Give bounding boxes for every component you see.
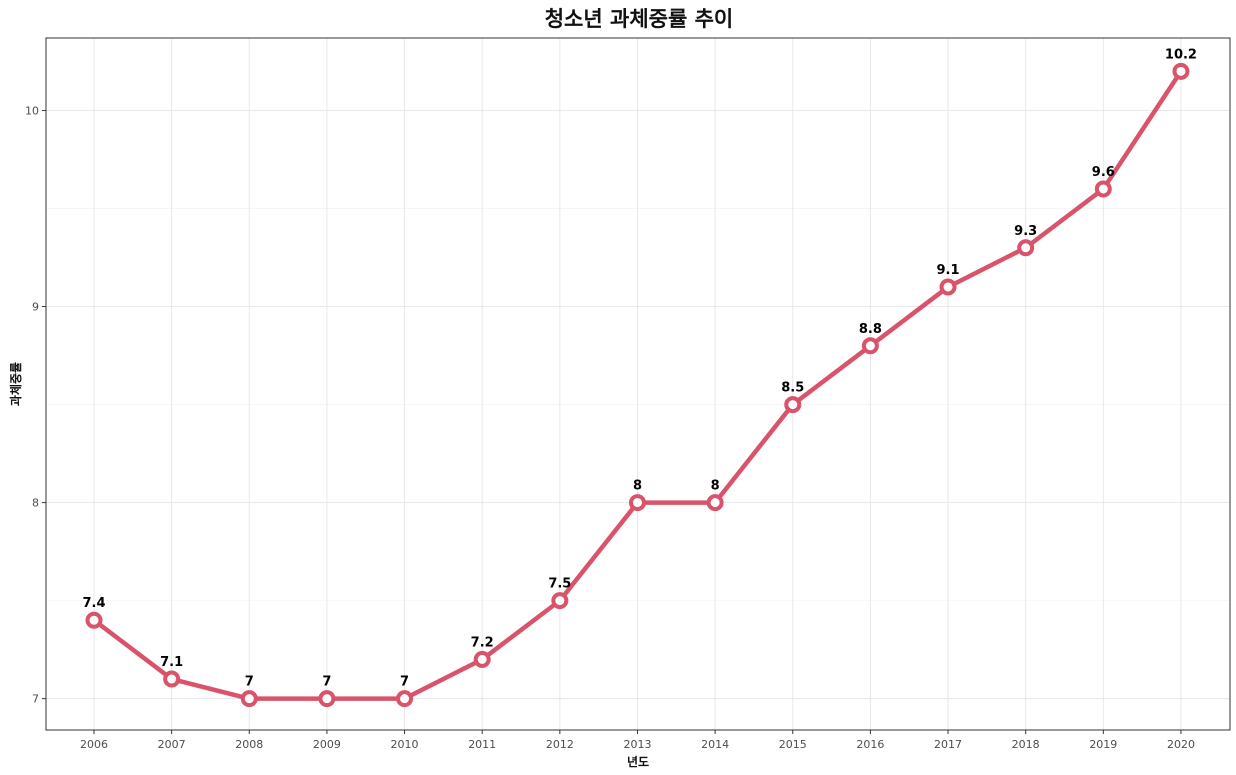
data-label: 8 — [633, 479, 642, 494]
data-point — [163, 670, 181, 688]
chart-title: 청소년 과체중률 추이 — [545, 7, 734, 31]
data-point — [1172, 62, 1190, 80]
x-tick-label: 2019 — [1089, 738, 1117, 751]
y-tick-label: 9 — [32, 301, 39, 314]
x-tick-label: 2014 — [701, 738, 729, 751]
x-tick-label: 2011 — [468, 738, 496, 751]
data-point — [396, 690, 414, 708]
data-label: 10.2 — [1165, 47, 1197, 62]
data-point — [939, 278, 957, 296]
data-label: 8 — [711, 479, 720, 494]
x-tick-label: 2013 — [623, 738, 651, 751]
data-point — [1094, 180, 1112, 198]
data-label: 7.1 — [160, 655, 183, 670]
data-label: 7 — [245, 675, 254, 690]
x-tick-label: 2006 — [80, 738, 108, 751]
data-label: 8.8 — [859, 322, 882, 337]
data-label: 7 — [322, 675, 331, 690]
x-tick-label: 2018 — [1012, 738, 1040, 751]
y-tick-label: 8 — [32, 497, 39, 510]
x-axis-ticks: 2006 2007 2008 2009 2010 2011 2012 2013 2014 2015… — [80, 730, 1195, 751]
data-label: 7.5 — [548, 577, 571, 592]
data-label: 7 — [400, 675, 409, 690]
data-labels: 7.4 7.1 7 7 7 7.2 7.5 8 8 8.5 8.8 9.1 9.3 9.6 10.2 — [82, 47, 1197, 689]
x-tick-label: 2010 — [391, 738, 419, 751]
plot-border — [45, 37, 1231, 731]
x-tick-label: 2008 — [235, 738, 263, 751]
x-tick-label: 2017 — [934, 738, 962, 751]
data-point — [473, 650, 491, 668]
data-label: 7.4 — [82, 596, 105, 611]
data-point — [551, 592, 569, 610]
data-point — [240, 690, 258, 708]
x-axis-title: 년도 — [627, 755, 649, 769]
x-tick-label: 2015 — [779, 738, 807, 751]
data-point — [1017, 239, 1035, 257]
data-label: 9.6 — [1092, 165, 1115, 180]
y-tick-label: 7 — [32, 693, 39, 706]
data-label: 9.1 — [937, 263, 960, 278]
data-label: 8.5 — [781, 381, 804, 396]
data-point — [628, 494, 646, 512]
series-layer — [85, 62, 1190, 708]
grid — [46, 38, 1230, 730]
data-point — [85, 611, 103, 629]
x-tick-label: 2020 — [1167, 738, 1195, 751]
data-point — [318, 690, 336, 708]
data-point — [706, 494, 724, 512]
data-point — [784, 396, 802, 414]
y-axis-ticks: 7 8 9 10 — [25, 105, 46, 706]
y-tick-label: 10 — [25, 105, 39, 118]
data-point — [861, 337, 879, 355]
x-tick-label: 2007 — [158, 738, 186, 751]
x-tick-label: 2016 — [856, 738, 884, 751]
y-axis-title: 과체중률 — [8, 362, 23, 406]
x-tick-label: 2009 — [313, 738, 341, 751]
x-tick-label: 2012 — [546, 738, 574, 751]
data-label: 9.3 — [1014, 224, 1037, 239]
data-label: 7.2 — [471, 635, 494, 650]
